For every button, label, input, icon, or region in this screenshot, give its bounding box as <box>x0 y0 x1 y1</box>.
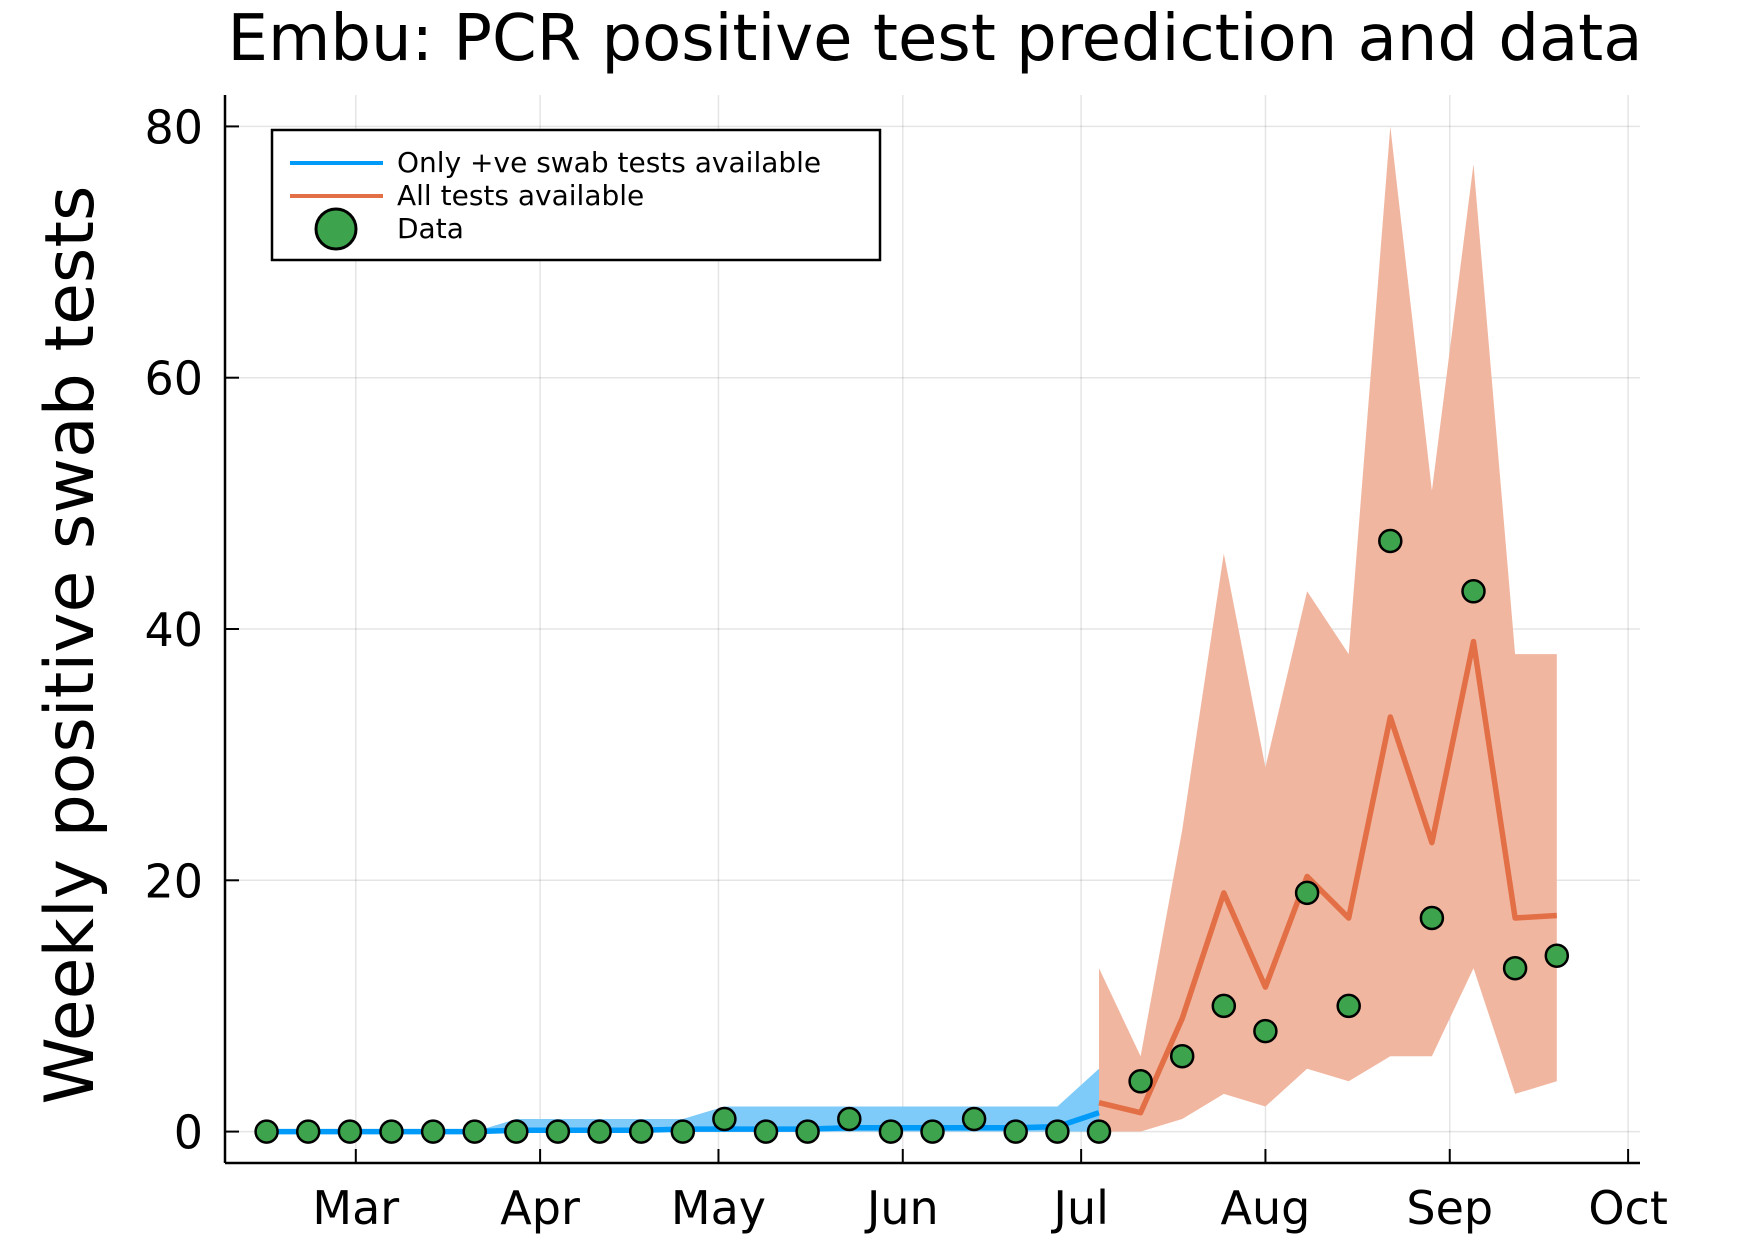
x-tick-label: Jul <box>1050 1181 1109 1235</box>
data-point <box>1502 955 1528 981</box>
bands <box>266 126 1557 1132</box>
points <box>254 528 1570 1144</box>
grid <box>225 95 1640 1163</box>
legend-swatch-data <box>314 207 358 251</box>
data-point <box>712 1106 737 1132</box>
data-point <box>753 1119 779 1144</box>
data-point <box>1544 943 1570 968</box>
line-series-1 <box>1098 638 1557 1116</box>
data-point <box>1003 1119 1028 1144</box>
data-point <box>1211 993 1237 1019</box>
data-point <box>1045 1119 1070 1144</box>
data-point <box>1128 1069 1153 1094</box>
y-tick-labels: 0 20 40 60 80 <box>144 100 203 1159</box>
legend: Only +ve swab tests available All tests … <box>270 128 882 262</box>
x-tick-label: Sep <box>1406 1181 1493 1235</box>
x-tick-label: Oct <box>1588 1181 1668 1235</box>
data-point <box>670 1119 696 1144</box>
data-point <box>795 1119 820 1144</box>
x-tick-labels: Mar Apr May Jun Jul Aug Sep Oct <box>312 1181 1667 1235</box>
x-tick-label: Jun <box>864 1181 939 1235</box>
data-point <box>1294 880 1320 906</box>
chart-title: Embu: PCR positive test prediction and d… <box>228 2 1643 76</box>
legend-label-only-positive: Only +ve swab tests available <box>397 146 821 179</box>
y-axis-label: Weekly positive swab tests <box>31 186 110 1105</box>
x-tick-label: Mar <box>312 1181 399 1235</box>
data-point <box>587 1119 612 1144</box>
data-point <box>961 1106 987 1132</box>
y-tick-label: 40 <box>144 603 203 657</box>
x-tick-label: Apr <box>500 1181 580 1235</box>
data-point <box>1086 1119 1112 1144</box>
band-series-0 <box>266 1068 1100 1132</box>
data-point <box>1378 528 1403 554</box>
data-point <box>1419 905 1445 931</box>
data-point <box>462 1119 487 1144</box>
legend-label-all-tests: All tests available <box>397 179 644 212</box>
data-point <box>1169 1043 1195 1069</box>
data-point <box>420 1119 446 1144</box>
data-point <box>337 1119 363 1144</box>
legend-label-data: Data <box>397 212 464 245</box>
data-point <box>1253 1018 1278 1044</box>
data-point <box>504 1119 529 1144</box>
data-point <box>878 1119 904 1144</box>
y-tick-label: 80 <box>144 100 203 154</box>
data-point <box>920 1119 945 1144</box>
y-tick-label: 60 <box>144 352 203 406</box>
data-point <box>295 1119 321 1144</box>
data-point <box>379 1119 404 1144</box>
data-point <box>837 1106 862 1132</box>
data-point <box>1336 993 1361 1019</box>
data-point <box>628 1119 654 1144</box>
y-tick-label: 20 <box>144 854 203 908</box>
data-point <box>1461 579 1486 604</box>
band-series-1 <box>1099 126 1557 1132</box>
x-tick-label: Aug <box>1221 1181 1311 1235</box>
data-point <box>545 1119 571 1144</box>
data-point <box>254 1119 279 1144</box>
axes <box>223 95 1640 1165</box>
x-tick-label: May <box>671 1181 766 1235</box>
y-tick-label: 0 <box>174 1106 203 1160</box>
